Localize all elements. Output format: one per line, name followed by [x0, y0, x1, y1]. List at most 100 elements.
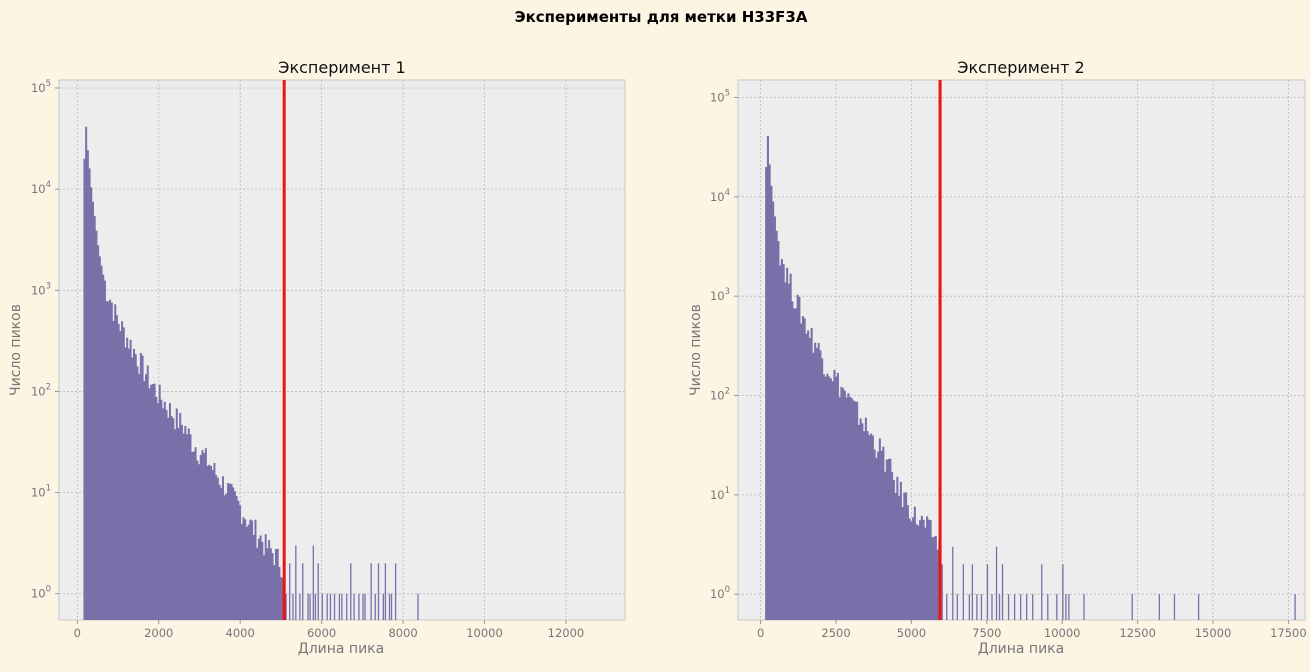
histogram-bar [835, 376, 838, 620]
histogram-bar [131, 357, 134, 620]
histogram-bar [134, 354, 137, 620]
histogram-bar [268, 540, 271, 620]
panel-experiment-1: Эксперимент 1 0 2000 4000 6000 8000 10000 1200… [8, 58, 626, 657]
histogram-bar [772, 201, 775, 620]
histogram-bar [170, 416, 173, 620]
histogram-bar [910, 521, 913, 620]
histogram-bar [186, 434, 189, 620]
histogram-bar [218, 484, 221, 620]
histogram-bar [812, 352, 815, 620]
histogram-bar [201, 450, 204, 620]
x-tick-label: 2500 [821, 626, 850, 640]
histogram-bar [189, 434, 192, 620]
histogram-bar [122, 327, 125, 620]
tail-bar [374, 593, 376, 620]
histogram-bar [151, 384, 154, 620]
histogram-bar [880, 450, 883, 620]
histogram-bar [261, 541, 264, 620]
histogram-bar [97, 245, 100, 621]
histogram-bar [112, 320, 115, 620]
panel-experiment-2: Эксперимент 2 0 2500 5000 7500 10000 12500 150… [688, 58, 1307, 657]
histogram-bar [148, 388, 151, 620]
histogram-bar [223, 495, 226, 620]
histogram-bar [871, 435, 874, 620]
histogram-bar [912, 517, 915, 620]
histogram-bar [801, 316, 804, 620]
histogram-bar [216, 477, 219, 620]
x-tick-label: 2000 [144, 626, 173, 640]
tail-bar [299, 593, 301, 620]
histogram-bar [920, 515, 923, 620]
histogram-bar [93, 216, 96, 620]
histogram-bar [109, 299, 112, 620]
histogram-bar [905, 492, 908, 620]
histogram-bar [83, 158, 86, 621]
tail-bar [1062, 564, 1064, 620]
x-tick-label: 10000 [1044, 626, 1081, 640]
tail-bar [998, 594, 1001, 620]
histogram-bar [150, 384, 153, 620]
tail-bar [1056, 594, 1058, 620]
tail-bar [364, 593, 366, 620]
histogram-bar [127, 348, 130, 620]
tail-bar [333, 593, 336, 620]
histogram-bar [249, 519, 252, 620]
histogram-bar [163, 401, 166, 620]
histogram-bar [124, 347, 127, 620]
histogram-bar [235, 495, 238, 620]
tail-bar [384, 563, 387, 620]
histogram-bar [256, 547, 259, 620]
histogram-bar [906, 505, 909, 620]
tail-bar [1065, 594, 1067, 620]
histogram-bar [158, 384, 161, 620]
histogram-bar [828, 376, 831, 620]
histogram-bar [114, 304, 117, 620]
figure-suptitle: Эксперименты для метки H33F3A [515, 8, 808, 26]
histogram-bar [126, 337, 129, 620]
histogram-bar [766, 136, 769, 620]
histogram-bar [240, 524, 243, 620]
x-tick-label: 7500 [972, 626, 1001, 640]
y-tick-label: 104 [710, 188, 730, 204]
tail-bar [1068, 594, 1070, 620]
histogram-bar [167, 417, 170, 620]
histogram-bar [187, 428, 190, 620]
histogram-bar [165, 409, 168, 620]
histogram-bar [269, 548, 272, 620]
histogram-bar [929, 520, 932, 620]
tail-bar [362, 593, 364, 620]
histogram-bar [791, 301, 794, 620]
tail-bar [1026, 594, 1028, 620]
histogram-bar [882, 446, 885, 620]
histogram-bar [850, 398, 853, 620]
histogram-bar [803, 318, 806, 620]
histogram-bar [826, 373, 829, 620]
tail-bar [289, 563, 291, 620]
histogram-bar [863, 431, 866, 620]
histogram-bar [230, 483, 233, 620]
histogram-bar [891, 471, 894, 620]
tail-bar [1013, 594, 1016, 620]
tail-bar [417, 593, 419, 620]
histogram-bar [773, 216, 776, 620]
tail-bar [285, 593, 287, 620]
tail-bar [295, 545, 297, 620]
histogram-bar [922, 519, 925, 620]
x-tick-label: 17500 [1270, 626, 1307, 640]
histogram-bar [878, 438, 881, 620]
histogram-bar [884, 471, 887, 620]
histogram-bar [847, 393, 850, 620]
histogram-bar [213, 462, 216, 620]
tail-bar [1007, 594, 1010, 620]
tail-bar [353, 593, 355, 620]
x-tick-label: 8000 [388, 626, 417, 640]
x-tick-label: 0 [757, 626, 764, 640]
x-tick-label: 10000 [466, 626, 503, 640]
histogram-bar [278, 566, 281, 620]
histogram-bar [927, 519, 930, 620]
histogram-bar [854, 401, 857, 620]
histogram-bar [840, 386, 843, 620]
tail-bar [370, 563, 372, 620]
tail-bar [326, 593, 328, 620]
histogram-bar [196, 460, 199, 620]
